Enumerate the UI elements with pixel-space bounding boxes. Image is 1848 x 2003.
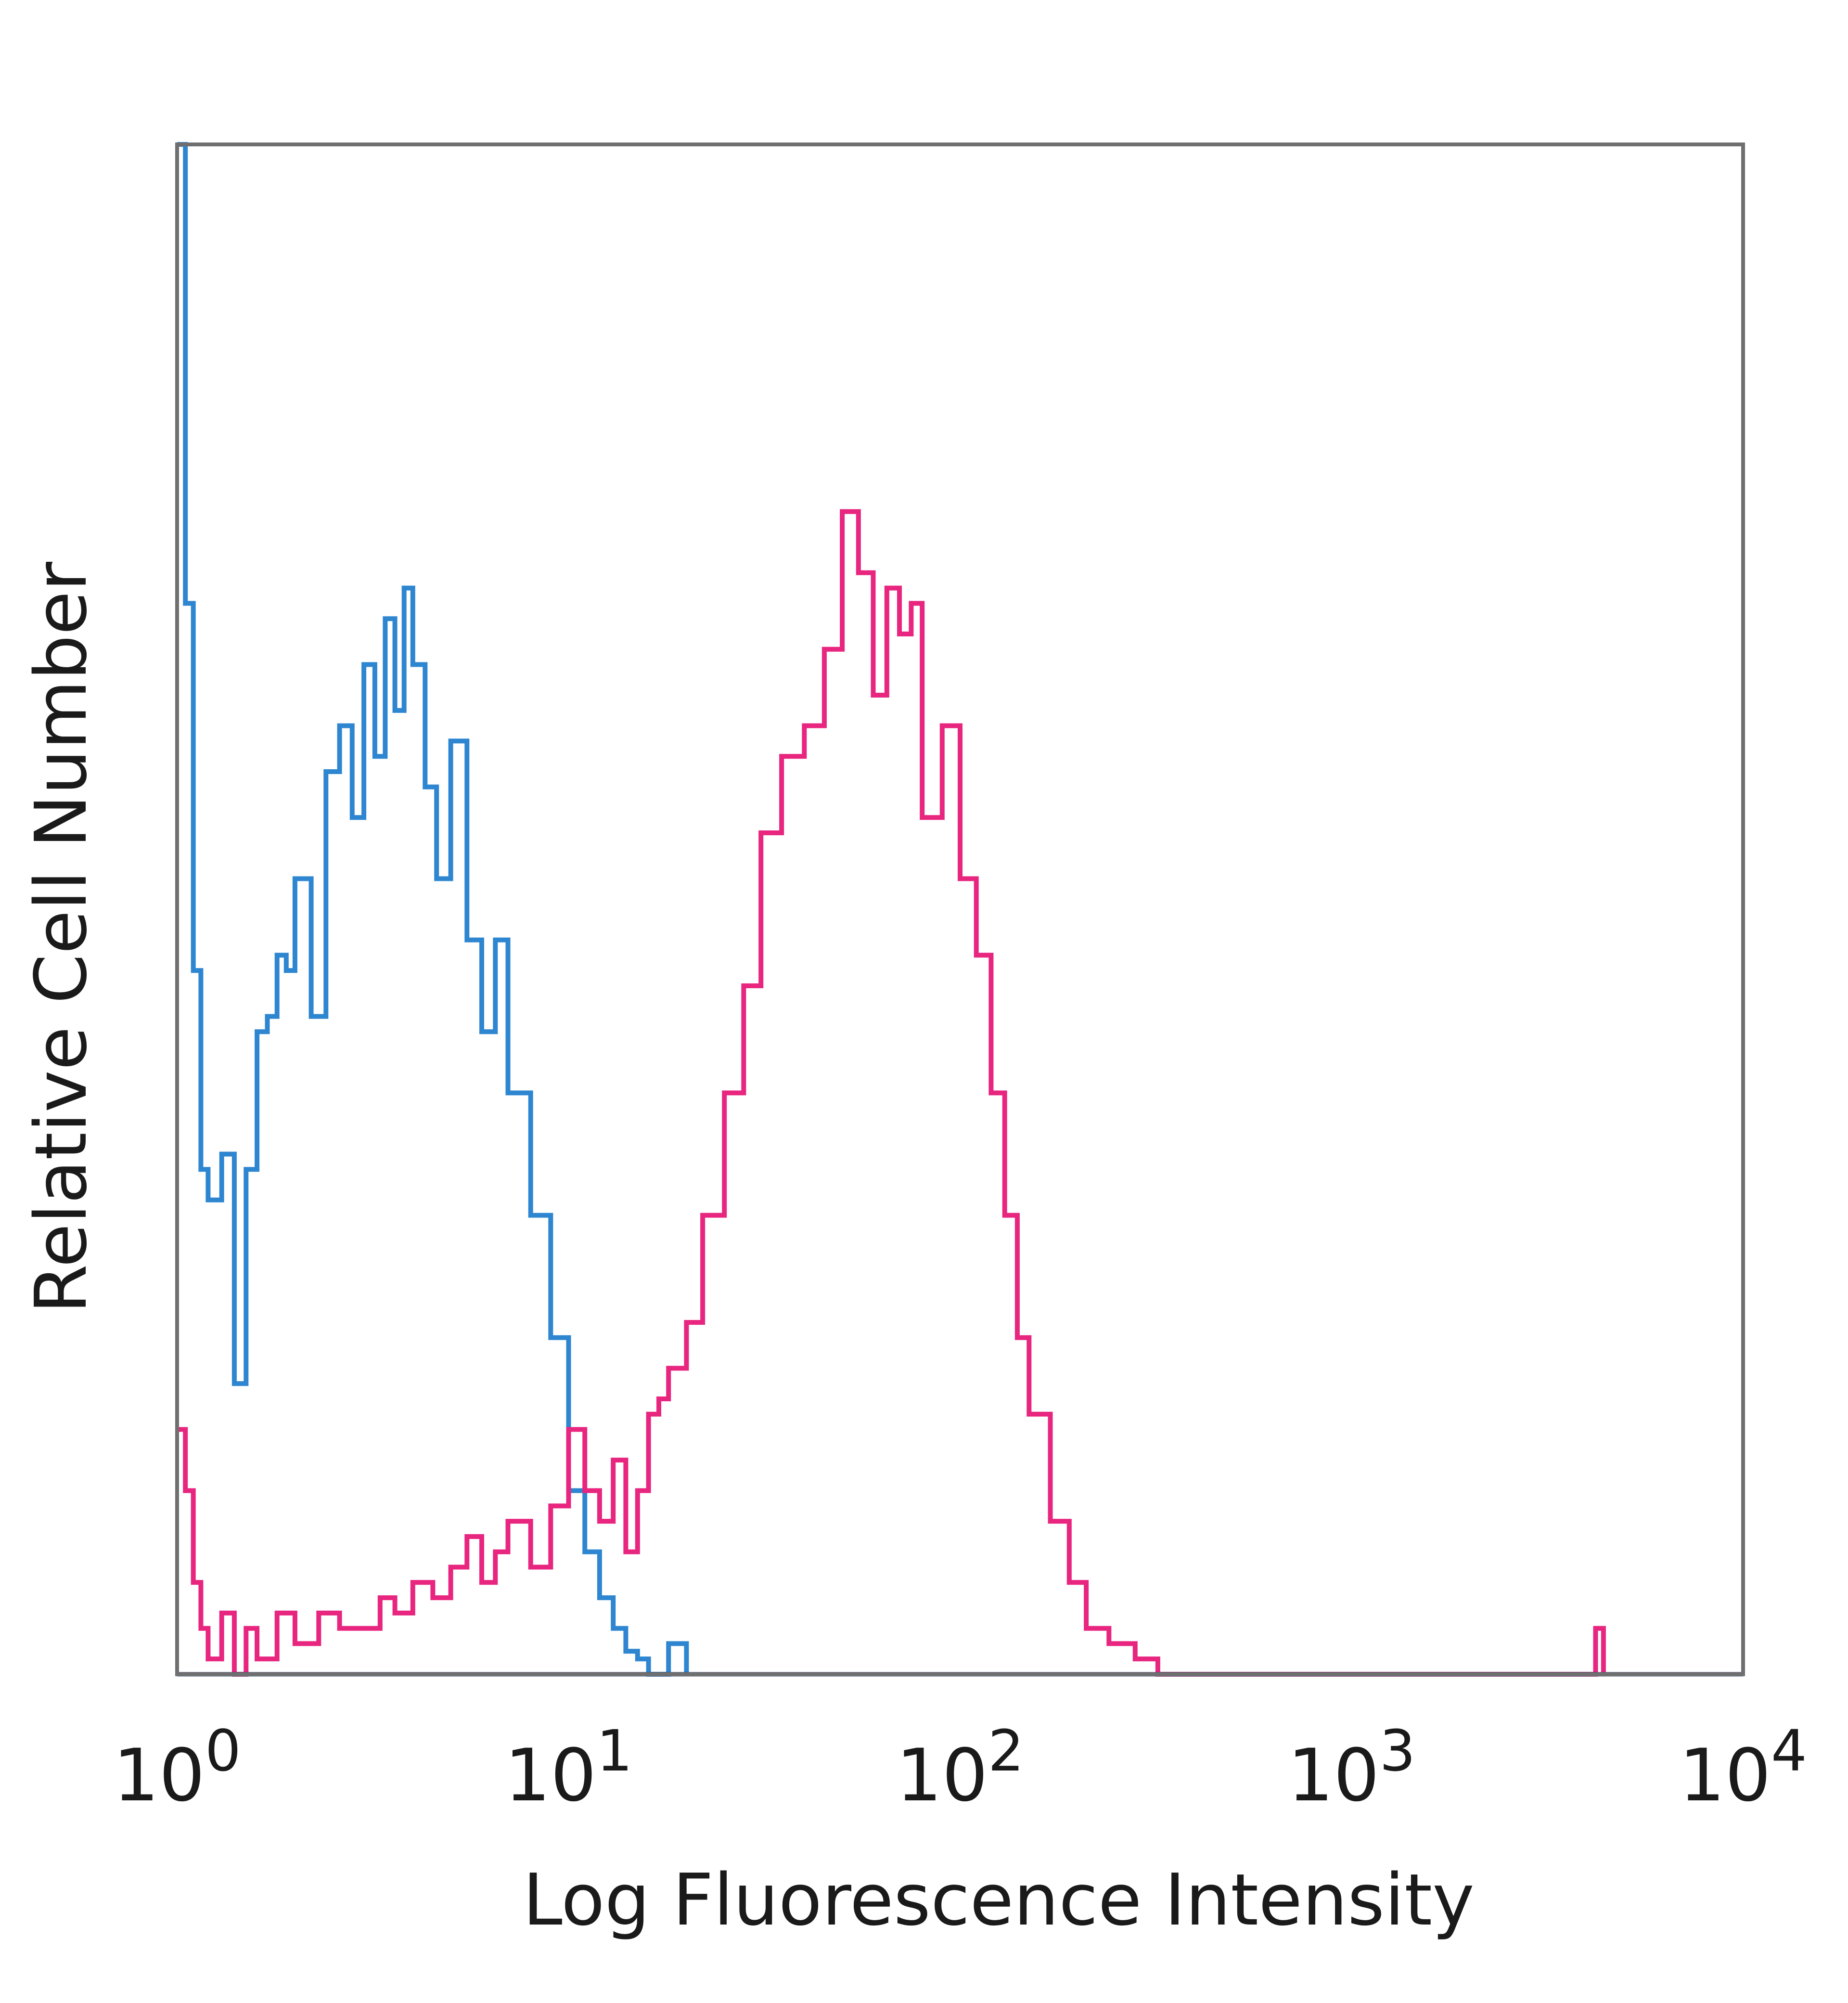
x-tick-label: 102	[896, 1718, 1024, 1818]
x-tick-label: 100	[113, 1718, 241, 1818]
histogram-series-1	[177, 142, 689, 1677]
x-tick-label: 101	[505, 1718, 633, 1818]
x-tick-label: 103	[1288, 1718, 1416, 1818]
y-axis-label: Relative Cell Number	[20, 562, 103, 1314]
plot-frame	[175, 142, 1745, 1676]
series-layer	[177, 142, 1606, 1677]
x-tick-labels: 100 101 102 103 104	[113, 1718, 1807, 1818]
x-tick-label: 104	[1679, 1718, 1807, 1818]
x-axis-label: Log Fluorescence Intensity	[523, 1859, 1475, 1941]
histogram-series-2	[177, 509, 1606, 1677]
